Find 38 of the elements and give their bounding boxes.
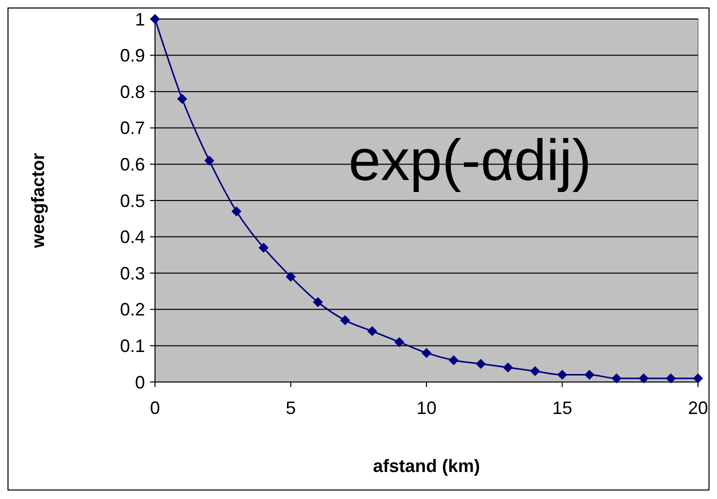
point: [312, 297, 323, 308]
point: [502, 362, 513, 372]
y-tick-label: 0.1: [120, 336, 145, 356]
y-tick-label: 0: [134, 372, 145, 392]
point: [448, 355, 459, 366]
x-tick-label: 0: [150, 398, 160, 418]
point: [177, 94, 188, 104]
point: [340, 315, 350, 326]
x-tick-label: 10: [416, 398, 437, 418]
y-tick-label: 0.5: [120, 190, 145, 211]
x-axis-title: afstand (km): [372, 456, 480, 476]
point: [557, 370, 568, 380]
point: [612, 373, 622, 384]
y-tick-label: 0.3: [120, 263, 145, 284]
point: [693, 373, 703, 384]
point: [666, 373, 676, 384]
point: [394, 337, 404, 348]
y-axis-title: weegfactor: [28, 152, 48, 250]
point: [286, 272, 296, 282]
point: [231, 206, 242, 216]
y-tick-label: 0.6: [120, 154, 145, 174]
x-tick-label: 5: [286, 398, 296, 418]
point: [530, 366, 540, 376]
point: [367, 326, 378, 336]
y-tick-label: 0.2: [120, 300, 145, 320]
y-tick-label: 0.9: [120, 46, 145, 66]
y-tick-label: 0.8: [120, 82, 145, 102]
y-tick-label: 0.7: [120, 118, 145, 138]
point: [638, 373, 649, 384]
y-tick-label: 0.4: [120, 227, 145, 248]
y-tick-label: 1: [134, 9, 145, 30]
point: [422, 348, 432, 358]
x-tick-label: 20: [688, 398, 708, 418]
x-tick-label: 15: [552, 398, 572, 418]
point: [476, 358, 486, 369]
point: [204, 156, 214, 166]
point: [258, 242, 269, 253]
point: [584, 370, 594, 380]
